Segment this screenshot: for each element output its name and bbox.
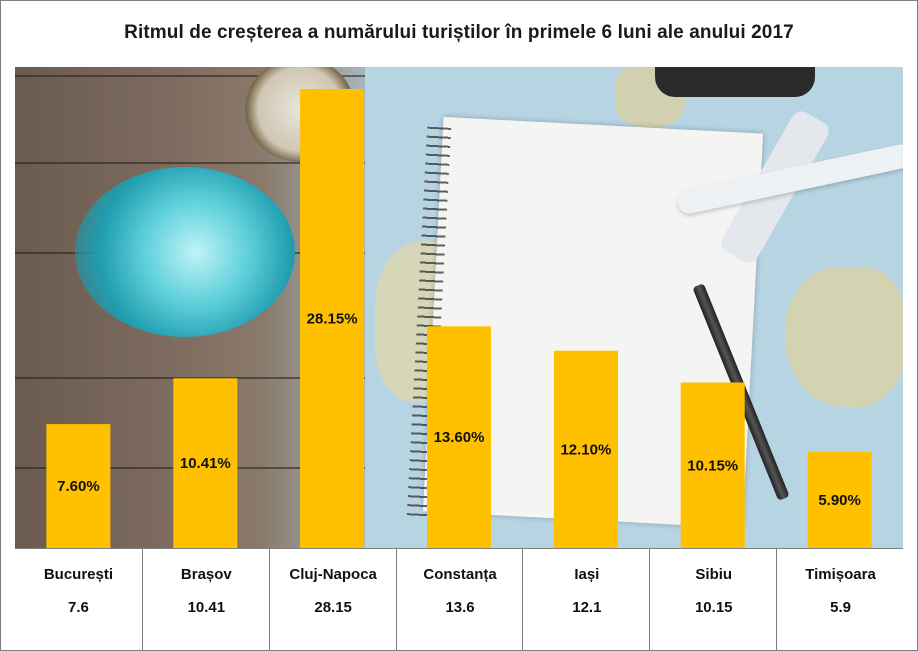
chart-title: Ritmul de creșterea a numărului turiștil…: [124, 22, 794, 43]
data-label: 13.60%: [434, 429, 485, 446]
category-value: 10.41: [187, 599, 226, 616]
bar: [427, 326, 491, 548]
bar: [680, 382, 745, 548]
bar: [807, 451, 872, 548]
category-label: Iași: [574, 566, 600, 583]
data-label: 10.15%: [687, 457, 738, 474]
category-value: 7.6: [68, 599, 89, 616]
bar: [46, 424, 111, 548]
category-label: Sibiu: [695, 566, 733, 583]
category-table: București 7.6 Brașov 10.41 Cluj-Napoca 28.15 C…: [15, 548, 903, 650]
bar: [300, 89, 365, 548]
category-cell: Timișoara 5.9: [776, 549, 904, 650]
category-label: Constanța: [423, 566, 497, 583]
category-value: 5.9: [830, 599, 851, 616]
category-label: Brașov: [180, 566, 232, 583]
data-label: 7.60%: [57, 478, 100, 495]
bar: [173, 378, 238, 548]
category-cell: Cluj-Napoca 28.15: [268, 549, 397, 650]
category-label: Timișoara: [805, 566, 876, 583]
category-cell: Constanța 13.6: [395, 549, 524, 650]
category-cell: Sibiu 10.15: [649, 549, 777, 650]
bar-plot-area: 7.60% 10.41% 28.15% 13.60% 12.10% 10.15% 5.90%: [46, 89, 872, 548]
category-label: București: [43, 566, 114, 583]
category-value: 12.1: [572, 599, 602, 616]
data-label: 28.15%: [307, 311, 358, 328]
category-cell: București 7.6: [15, 549, 142, 650]
data-label: 5.90%: [818, 492, 861, 509]
category-label: Cluj-Napoca: [289, 566, 377, 583]
category-value: 13.6: [445, 599, 475, 616]
category-value: 10.15: [694, 599, 733, 616]
category-cell: Brașov 10.41: [141, 549, 270, 650]
category-value: 28.15: [314, 599, 352, 616]
data-label: 12.10%: [560, 441, 611, 458]
category-cell: Iași 12.1: [522, 549, 650, 650]
data-label: 10.41%: [180, 455, 231, 472]
bar: [553, 350, 618, 548]
